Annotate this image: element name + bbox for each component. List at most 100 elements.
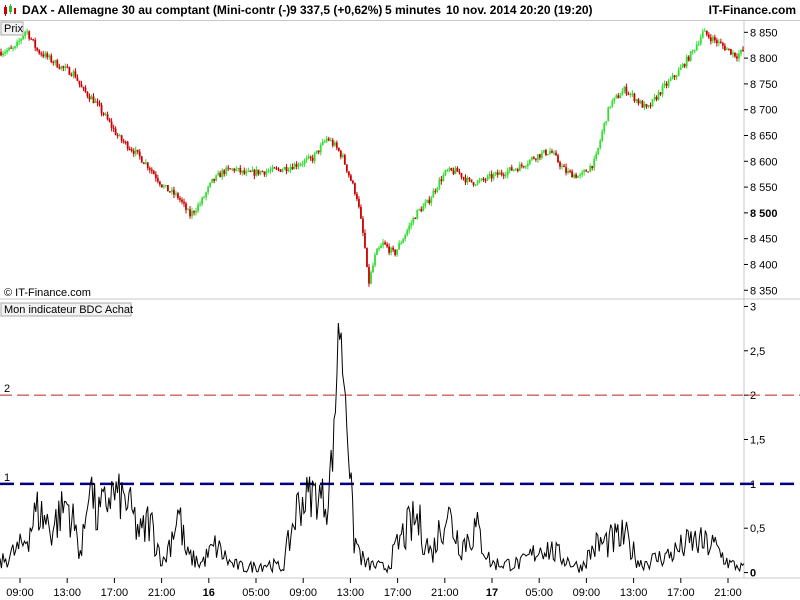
candle-body <box>585 170 588 172</box>
candle-body <box>408 225 411 231</box>
candle-body <box>30 38 33 40</box>
candle-body <box>418 209 421 211</box>
candle-body <box>593 158 596 168</box>
candle-body <box>440 179 443 182</box>
candle-body <box>337 147 340 151</box>
candle-body <box>504 175 507 177</box>
candle-body <box>488 173 491 176</box>
candle-body <box>229 168 232 170</box>
candle-body <box>412 218 415 224</box>
x-tick-label: 21:00 <box>431 587 459 599</box>
candle-body <box>734 52 736 57</box>
candle-body <box>136 149 139 152</box>
x-tick-label: 13:00 <box>337 587 365 599</box>
candle-body <box>424 202 427 206</box>
candle-body <box>466 177 469 183</box>
candle-body <box>528 159 531 164</box>
candle-body <box>386 244 388 247</box>
candle-body <box>601 131 604 141</box>
candle-body <box>283 166 286 170</box>
candle-body <box>227 167 230 169</box>
candle-body <box>732 52 734 55</box>
candle-body <box>152 171 155 175</box>
candle-body <box>490 173 493 179</box>
price-tick-label: 8 600 <box>750 156 778 168</box>
candle-body <box>643 104 646 108</box>
candle-body <box>333 142 336 146</box>
candle-body <box>138 151 141 157</box>
candle-body <box>605 121 608 124</box>
candle-body <box>317 150 320 153</box>
candlestick-icon <box>4 4 16 16</box>
candle-body <box>526 163 529 167</box>
candle-body <box>609 106 612 108</box>
candle-body <box>673 75 676 78</box>
candle-body <box>144 162 147 165</box>
candle-body <box>446 170 449 172</box>
candle-body <box>80 84 83 88</box>
candle-body <box>478 180 481 182</box>
candle-body <box>74 71 77 78</box>
candle-body <box>396 249 399 255</box>
candle-body <box>291 167 294 170</box>
price-tick-label: 8 750 <box>750 79 778 91</box>
candle-body <box>140 156 143 163</box>
candle-body <box>171 189 173 193</box>
candle-body <box>444 170 447 175</box>
candle-body <box>319 145 322 153</box>
candle-body <box>607 107 610 122</box>
candle-body <box>215 175 218 181</box>
candle-body <box>92 96 95 103</box>
candle-body <box>398 243 401 250</box>
candle-body <box>665 83 668 86</box>
level-label-2: 2 <box>4 383 10 395</box>
candle-body <box>329 140 332 142</box>
candle-body <box>150 169 153 172</box>
candle-body <box>707 34 710 38</box>
x-axis: 09:00 13:00 17:00 21:00 16 05:00 09:00 13:00 17:… <box>0 577 800 599</box>
candle-body <box>193 211 195 213</box>
x-tick-label: 17:00 <box>384 587 412 599</box>
candle-body <box>579 174 582 176</box>
candle-body <box>726 48 728 50</box>
candle-body <box>400 242 403 244</box>
candle-body <box>494 172 497 175</box>
candle-body <box>271 167 274 171</box>
candle-body <box>179 198 181 200</box>
candle-body <box>251 169 254 172</box>
candle-body <box>175 193 177 195</box>
candle-body <box>70 74 73 76</box>
candle-body <box>185 203 187 210</box>
candle-body <box>452 170 455 174</box>
level-label-1: 1 <box>4 472 10 484</box>
candle-body <box>583 170 586 173</box>
candle-body <box>68 67 71 75</box>
candle-body <box>16 41 18 47</box>
candle-body <box>450 168 453 171</box>
candle-body <box>287 170 290 172</box>
candle-body <box>331 140 334 146</box>
candle-body <box>114 128 117 135</box>
candle-body <box>323 141 326 143</box>
candle-body <box>649 105 652 107</box>
indicator-tick-label: 3 <box>750 301 756 313</box>
candle-body <box>728 48 730 50</box>
candle-body <box>474 184 477 186</box>
candle-body <box>205 192 208 198</box>
candle-body <box>740 49 742 54</box>
candle-body <box>88 96 91 100</box>
candle-body <box>335 142 338 148</box>
candle-body <box>551 151 553 153</box>
candle-body <box>90 96 93 100</box>
candle-body <box>512 169 515 171</box>
candle-body <box>285 166 288 172</box>
candle-body <box>295 163 298 167</box>
candle-body <box>134 149 137 154</box>
candle-body <box>245 171 248 174</box>
candle-body <box>124 141 127 143</box>
candle-body <box>98 102 101 106</box>
indicator-tick-label: 2 <box>750 390 756 402</box>
candle-body <box>683 64 686 67</box>
candle-body <box>356 194 358 200</box>
indicator-panel-label: Mon indicateur BDC Achat <box>4 304 133 316</box>
